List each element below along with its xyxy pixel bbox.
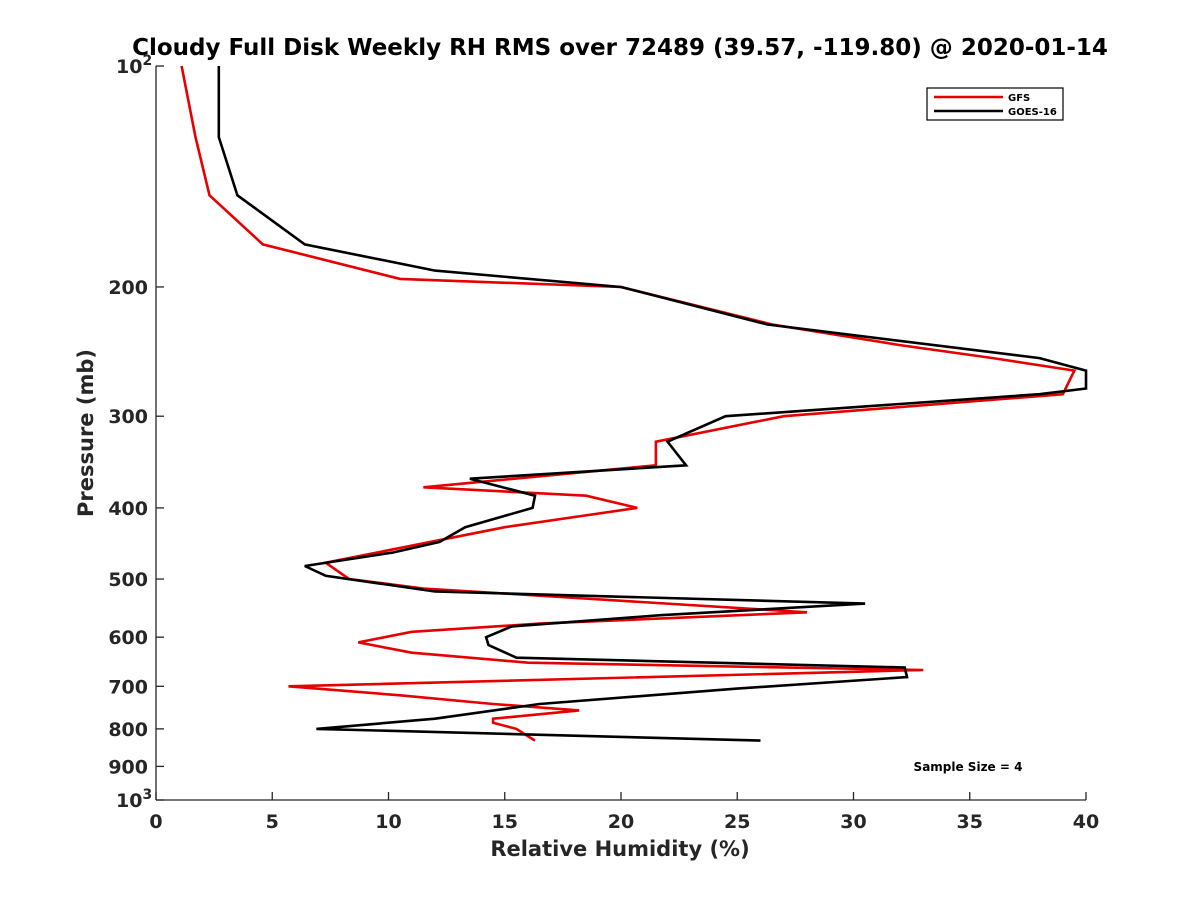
y-axis-label: Pressure (mb)	[74, 349, 98, 517]
series-line-goes16	[217, 66, 1088, 742]
y-tick-label: 103	[116, 787, 152, 812]
y-tick-label: 200	[108, 277, 148, 299]
x-tick-label: 35	[957, 811, 983, 833]
y-tick-label: 300	[108, 406, 148, 428]
legend-box	[926, 87, 1064, 121]
series-layer	[180, 65, 1088, 742]
x-tick-label: 25	[724, 811, 750, 833]
y-tick-label: 600	[108, 627, 148, 649]
y-tick-label: 102	[116, 53, 152, 78]
y-tick-label: 900	[108, 756, 148, 778]
x-axis-label: Relative Humidity (%)	[490, 837, 749, 861]
chart-title: Cloudy Full Disk Weekly RH RMS over 7248…	[132, 35, 1108, 61]
sample-size-annotation: Sample Size = 4	[914, 760, 1023, 774]
x-tick-label: 20	[608, 811, 634, 833]
x-tick-label: 15	[492, 811, 518, 833]
x-tick-label: 5	[266, 811, 279, 833]
legend-label-gfs: GFS	[1008, 93, 1030, 104]
y-tick-label: 500	[108, 569, 148, 591]
x-tick-label: 0	[149, 811, 162, 833]
legend: GFS GOES-16	[926, 87, 1064, 121]
x-tick-label: 30	[840, 811, 866, 833]
y-tick-label: 700	[108, 676, 148, 698]
x-tick-label: 40	[1073, 811, 1099, 833]
series-line-gfs	[180, 65, 1077, 742]
plot-axes: 0 5 10 15 20 25 30 35 40 102 200 300 400 500 600 700 800…	[108, 53, 1099, 833]
legend-label-goes16: GOES-16	[1008, 107, 1057, 118]
y-tick-label: 400	[108, 498, 148, 520]
y-tick-label: 800	[108, 719, 148, 741]
x-tick-label: 10	[375, 811, 401, 833]
